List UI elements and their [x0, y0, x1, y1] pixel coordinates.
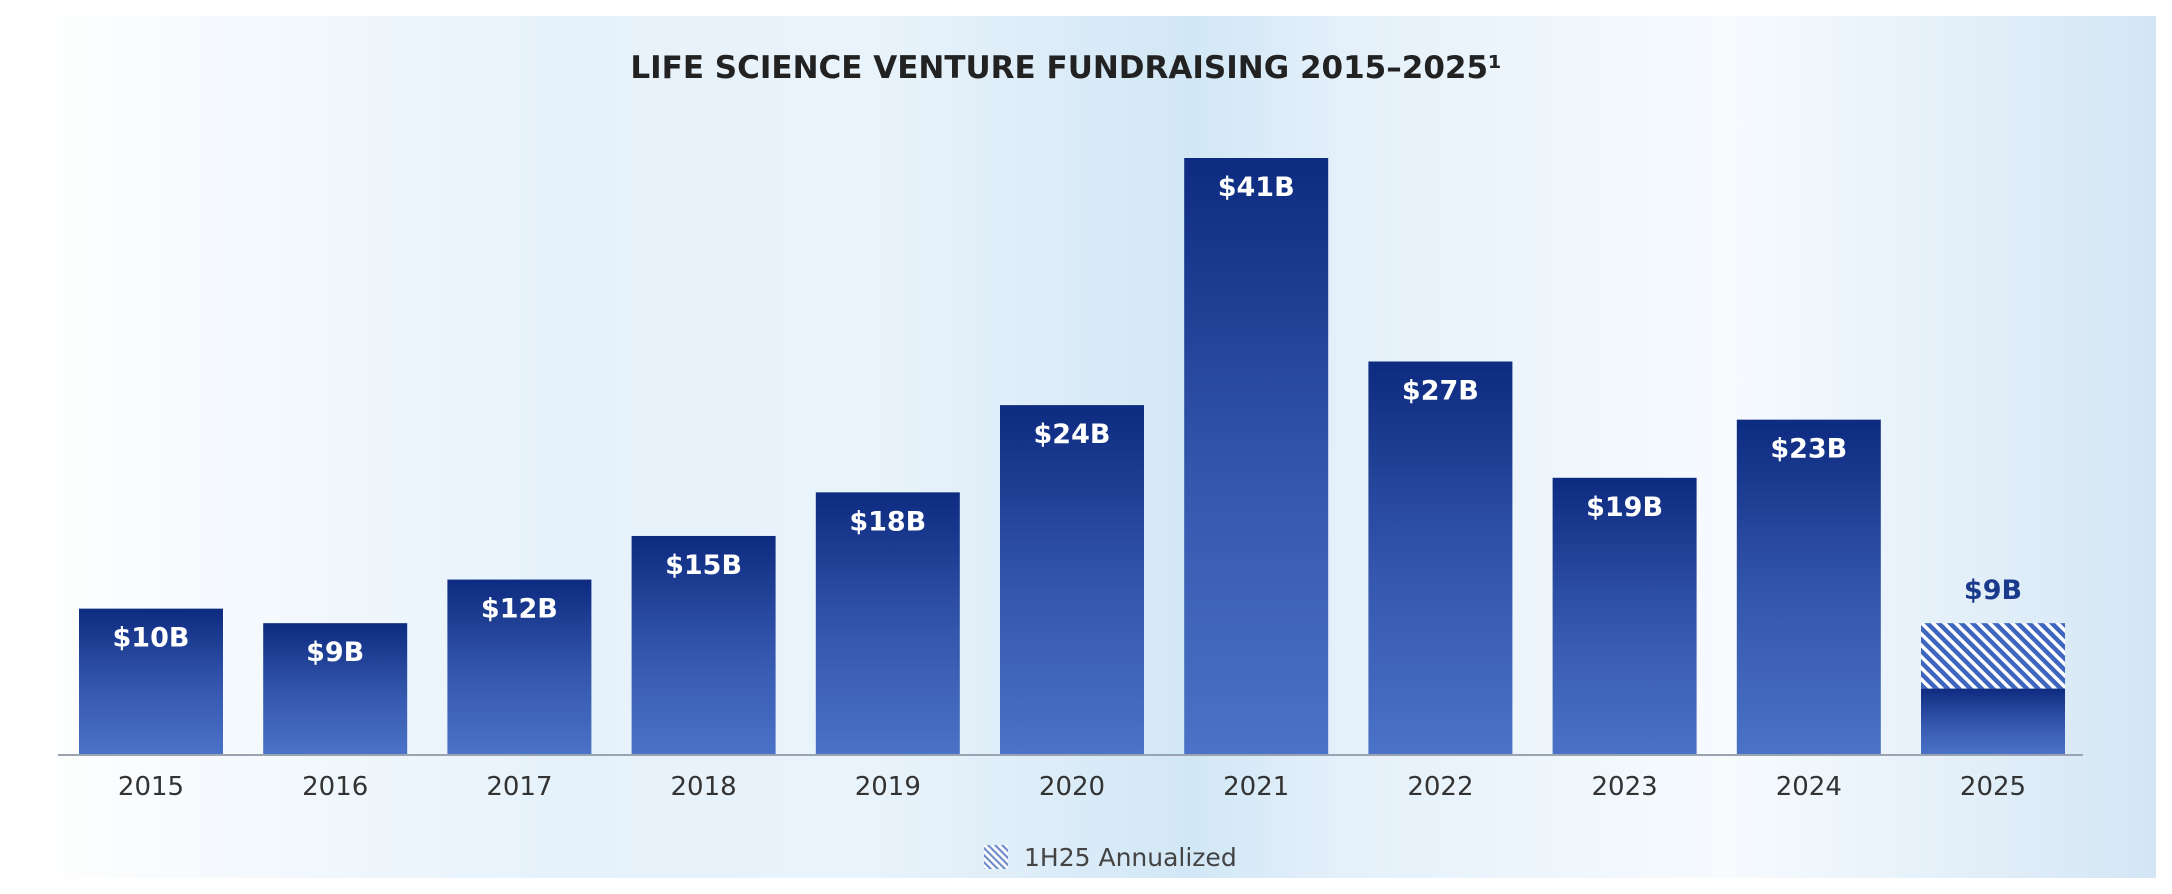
x-tick-2023: 2023	[1592, 772, 1658, 802]
bar-2022	[1368, 361, 1513, 754]
bar-2023	[1552, 477, 1697, 754]
x-tick-2020: 2020	[1039, 772, 1105, 802]
bar-2019	[815, 492, 960, 754]
x-tick-2015: 2015	[118, 772, 184, 802]
bar-2020	[1000, 405, 1144, 754]
x-tick-2018: 2018	[671, 772, 737, 802]
bar-2024	[1736, 419, 1881, 754]
x-tick-2019: 2019	[855, 772, 921, 802]
x-tick-labels-layer: 2015 2016 2017 2018 2019 2020 2021 2022 2023 2024…	[118, 772, 2026, 802]
x-tick-2021: 2021	[1223, 772, 1289, 802]
value-label-2019: $18B	[849, 506, 926, 537]
x-tick-2016: 2016	[302, 772, 368, 802]
bar-2018	[631, 535, 776, 754]
bar-2016	[263, 623, 408, 754]
value-label-2024: $23B	[1770, 434, 1847, 465]
legend-swatch-hatched	[984, 845, 1008, 869]
bar-2025	[1921, 688, 2065, 754]
x-tick-2024: 2024	[1776, 772, 1842, 802]
bars-layer	[79, 158, 2065, 754]
value-label-2025: $9B	[1964, 575, 2022, 606]
value-labels-layer: $10B $9B $12B $15B $18B $24B $41B $27B $19B $23B $…	[113, 172, 2023, 668]
value-label-2018: $15B	[665, 550, 742, 581]
value-label-2023: $19B	[1586, 492, 1663, 523]
value-label-2022: $27B	[1402, 376, 1479, 407]
value-label-2021: $41B	[1218, 172, 1295, 203]
x-tick-2025: 2025	[1960, 772, 2026, 802]
bar-2025-annualized	[1921, 623, 2065, 689]
x-tick-2017: 2017	[486, 772, 552, 802]
chart-title: LIFE SCIENCE VENTURE FUNDRAISING 2015–20…	[630, 50, 1501, 86]
bar-2021	[1184, 158, 1329, 754]
value-label-2016: $9B	[306, 637, 364, 668]
x-tick-2022: 2022	[1407, 772, 1473, 802]
value-label-2020: $24B	[1034, 419, 1111, 450]
legend: 1H25 Annualized	[984, 843, 1237, 872]
value-label-2017: $12B	[481, 594, 558, 625]
value-label-2015: $10B	[113, 623, 190, 654]
bar-2015	[79, 608, 223, 754]
legend-label: 1H25 Annualized	[1024, 843, 1237, 872]
bar-2017	[447, 579, 592, 754]
